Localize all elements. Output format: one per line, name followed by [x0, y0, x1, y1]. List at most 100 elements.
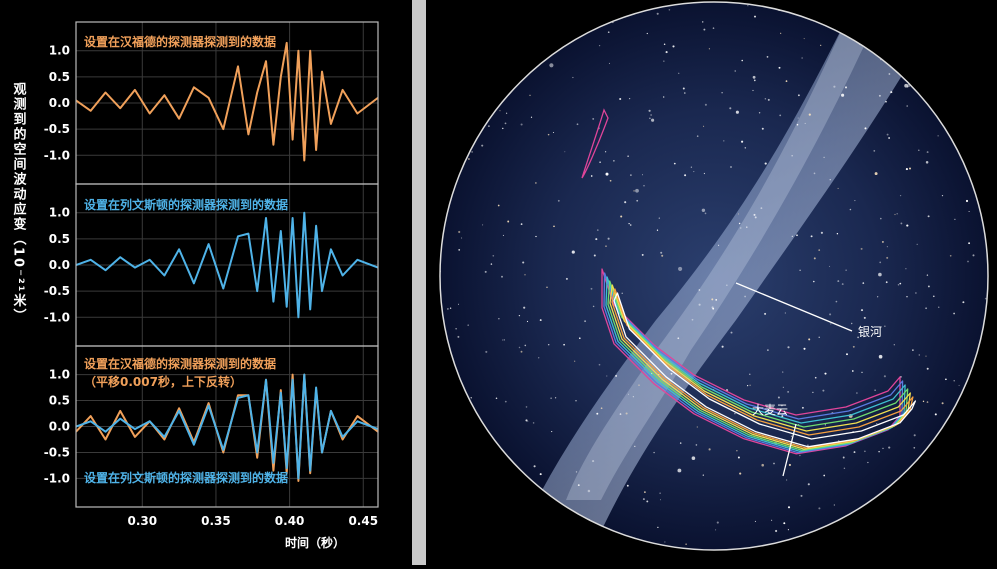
star — [613, 160, 615, 162]
star — [921, 471, 927, 477]
star — [753, 213, 756, 216]
star — [592, 460, 595, 463]
star — [905, 268, 907, 270]
star — [788, 463, 791, 467]
star — [873, 150, 876, 152]
star — [884, 325, 886, 327]
star — [983, 42, 986, 44]
star — [963, 135, 965, 137]
star — [555, 11, 557, 13]
star — [630, 174, 632, 176]
star — [723, 140, 725, 142]
star — [532, 422, 535, 424]
milky-way-label: 银河 — [858, 325, 882, 339]
star — [927, 285, 930, 288]
star — [796, 123, 799, 126]
star — [661, 254, 664, 257]
star — [625, 412, 628, 415]
star — [546, 286, 548, 289]
star — [883, 375, 886, 378]
star — [627, 393, 630, 395]
star — [785, 80, 788, 82]
star — [879, 261, 882, 264]
star — [524, 273, 526, 276]
star — [949, 3, 951, 5]
star — [440, 459, 442, 461]
star — [841, 283, 844, 286]
star — [800, 494, 803, 497]
star — [908, 167, 912, 170]
star — [854, 200, 856, 202]
star — [504, 400, 507, 403]
star — [440, 505, 441, 508]
star — [607, 237, 610, 240]
star — [592, 305, 595, 308]
star — [498, 24, 500, 27]
star — [890, 91, 893, 94]
star — [749, 384, 751, 386]
star — [850, 322, 853, 325]
star — [527, 420, 529, 422]
star — [525, 419, 528, 422]
star — [968, 242, 970, 245]
star — [918, 354, 921, 356]
panel-label: （平移0.007秒，上下反转） — [84, 374, 242, 389]
star — [787, 506, 791, 509]
star — [453, 34, 456, 37]
star — [663, 60, 665, 62]
star — [914, 79, 916, 82]
star — [665, 51, 668, 54]
star — [703, 172, 705, 175]
star — [590, 287, 593, 290]
star — [878, 354, 883, 359]
star — [484, 509, 486, 511]
star — [484, 55, 486, 58]
star — [767, 98, 770, 101]
star — [799, 269, 801, 271]
star — [808, 113, 811, 116]
star — [878, 450, 880, 453]
star — [927, 215, 930, 218]
star — [739, 472, 742, 475]
star — [488, 125, 490, 127]
star — [823, 156, 825, 159]
star — [682, 87, 685, 90]
star — [712, 307, 715, 310]
star — [893, 52, 895, 54]
star — [828, 265, 831, 267]
star — [683, 92, 686, 94]
star — [696, 426, 698, 428]
star — [629, 224, 632, 226]
y-tick-label: 0.0 — [49, 96, 70, 110]
star — [458, 249, 461, 251]
star — [937, 135, 939, 137]
star — [659, 499, 662, 501]
star — [442, 23, 445, 26]
star — [708, 448, 711, 451]
star — [448, 115, 451, 118]
star — [813, 257, 816, 260]
star — [553, 225, 555, 228]
star — [897, 284, 900, 286]
star — [780, 32, 782, 34]
star — [598, 44, 601, 47]
star — [448, 467, 451, 470]
star — [505, 112, 508, 114]
star — [874, 389, 876, 391]
star — [455, 328, 457, 330]
star — [878, 272, 882, 277]
star — [913, 434, 916, 437]
star — [634, 445, 636, 448]
star — [905, 168, 908, 171]
star — [906, 105, 909, 107]
star — [656, 12, 659, 15]
star — [560, 9, 563, 12]
x-tick-label: 0.35 — [201, 514, 231, 528]
star — [747, 5, 749, 7]
star — [633, 190, 635, 192]
star — [550, 397, 552, 399]
star — [649, 117, 651, 119]
star — [973, 169, 977, 172]
star — [708, 48, 710, 50]
star — [464, 143, 466, 146]
